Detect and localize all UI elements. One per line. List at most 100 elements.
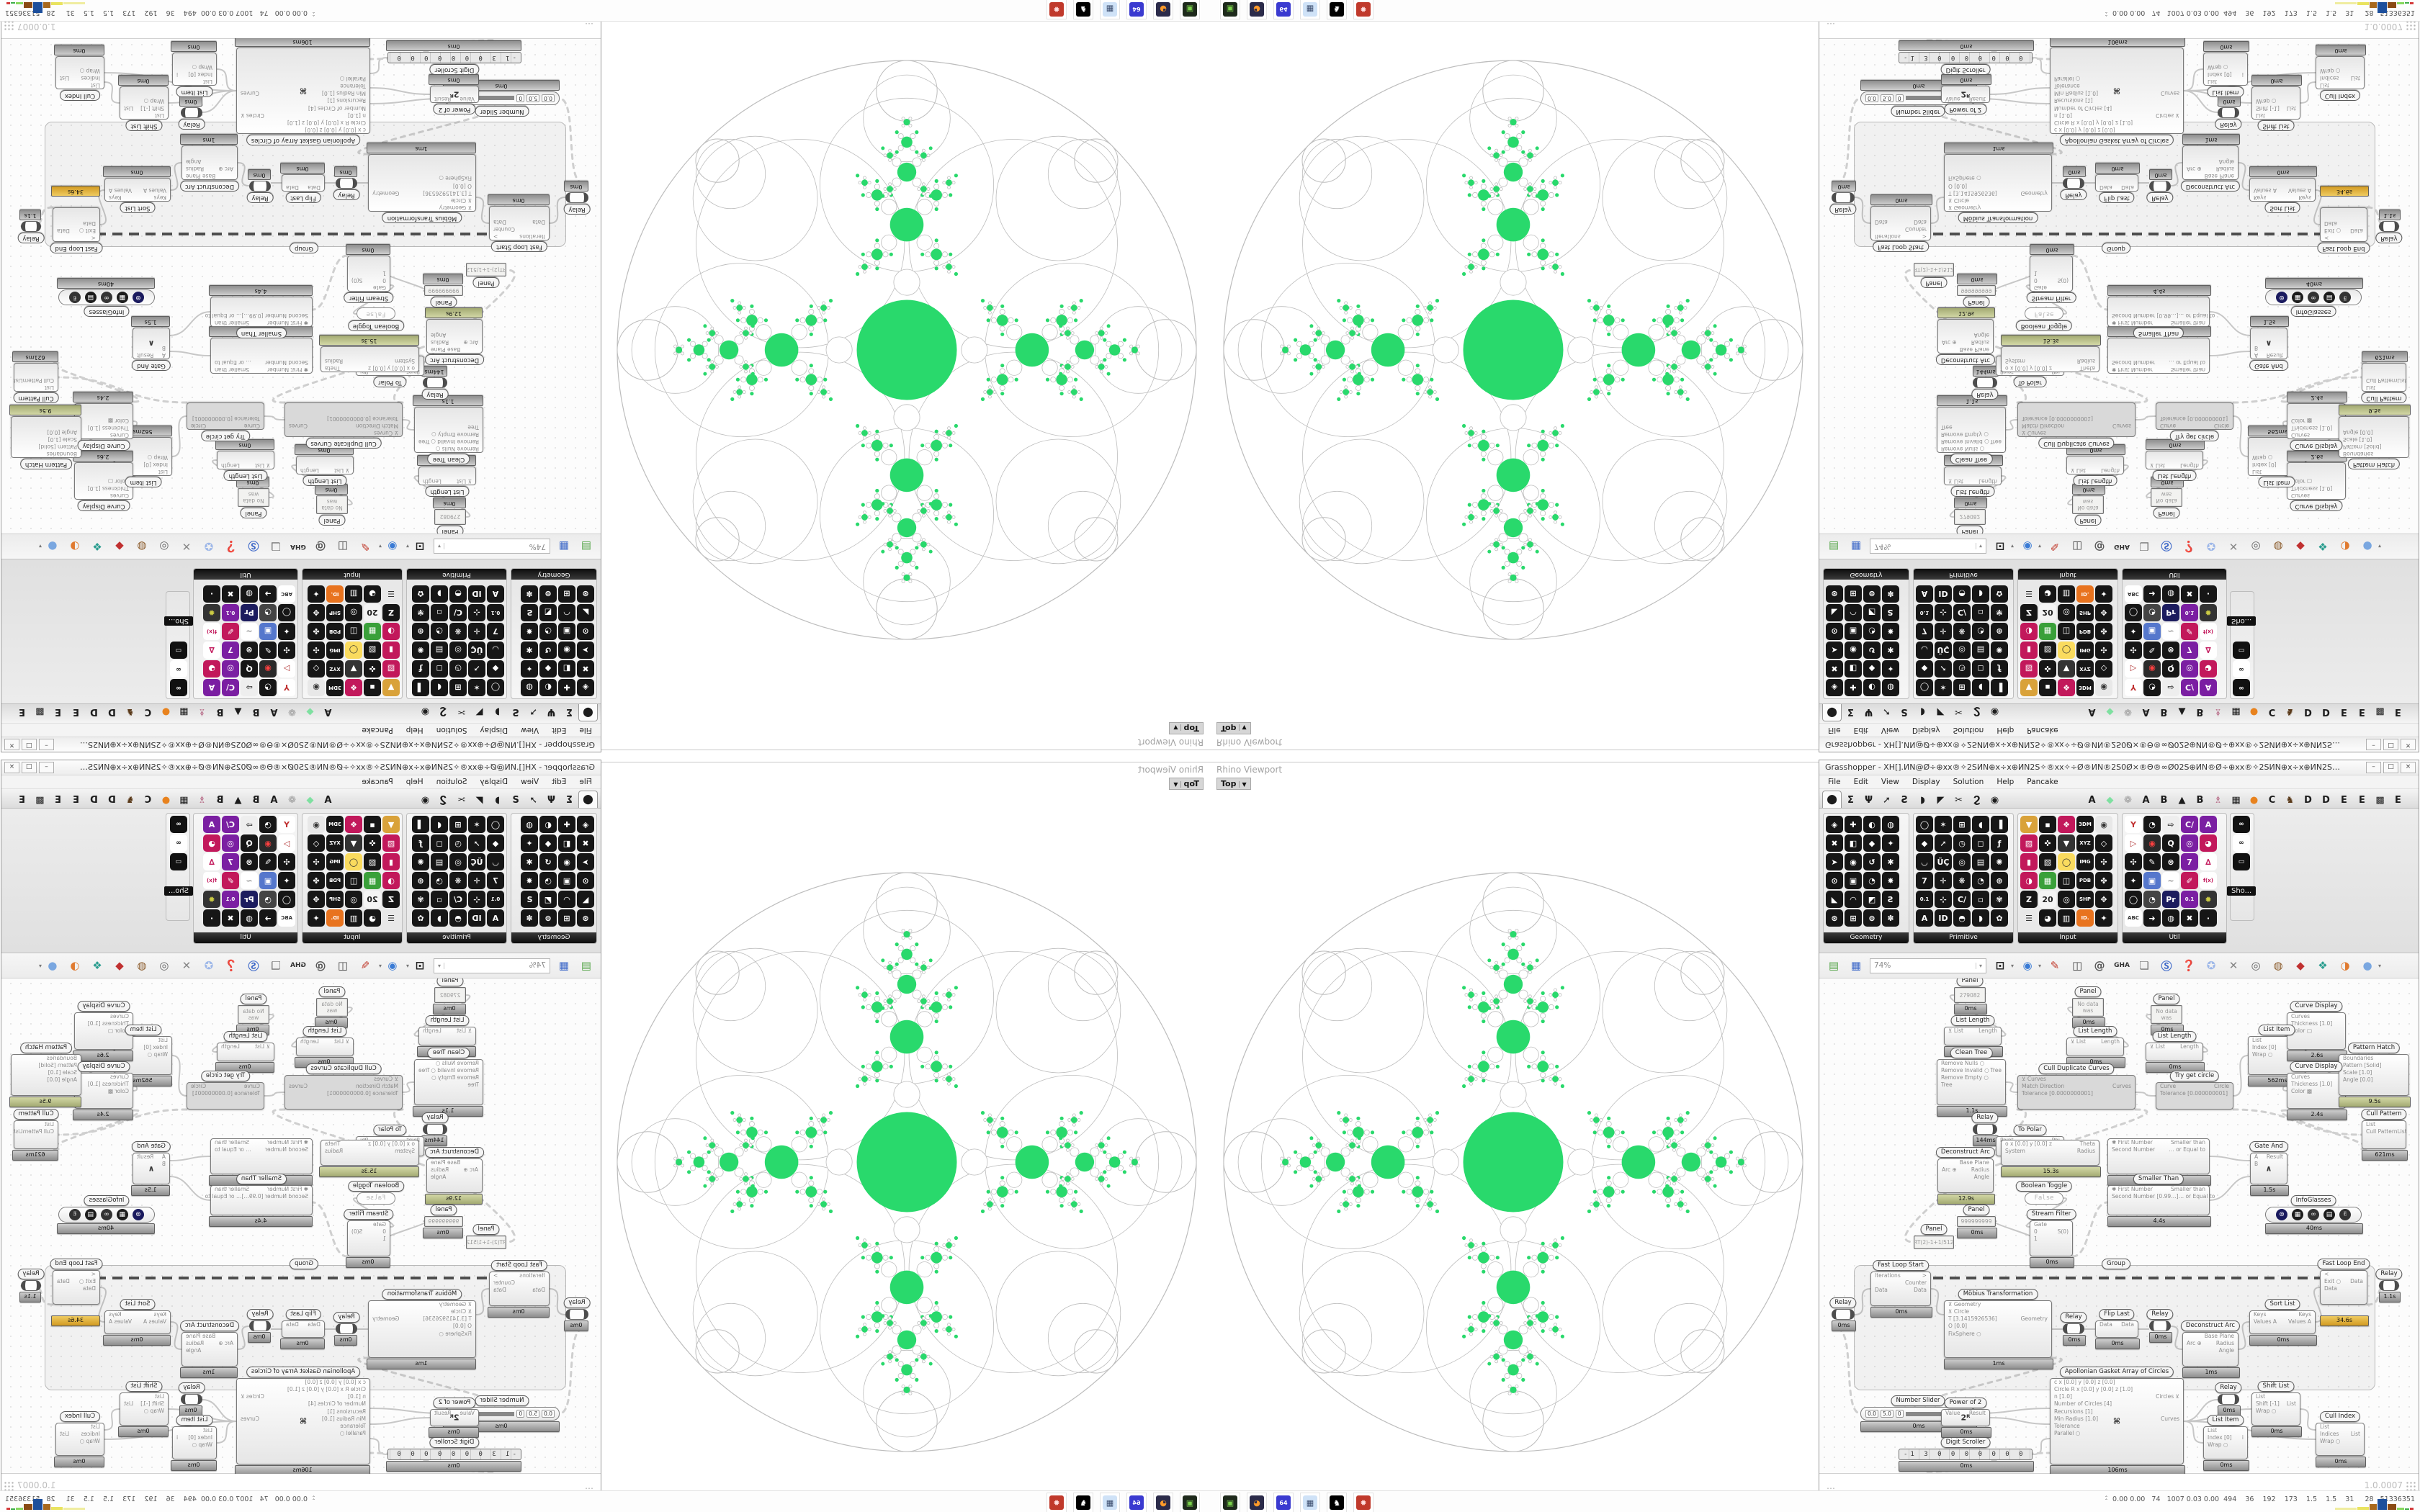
menu-item-view[interactable]: View xyxy=(521,778,539,786)
component-node[interactable]: Value Result 2ᴿ xyxy=(430,1409,479,1426)
chevron-down-icon[interactable]: ▼ xyxy=(1239,781,1247,788)
component-node[interactable]: ⊻ List Length xyxy=(217,451,274,469)
palette-icon[interactable]: ✣ xyxy=(278,853,295,870)
relay-node[interactable] xyxy=(2379,221,2399,232)
input-param[interactable]: ✱ First Number xyxy=(267,366,308,373)
input-param[interactable]: Data xyxy=(308,184,321,191)
output-param[interactable]: Circles ⊻ xyxy=(2156,1393,2179,1400)
input-param[interactable]: Wrap ○ xyxy=(147,1051,168,1058)
output-param[interactable]: Smaller than xyxy=(2171,1139,2205,1146)
palette-icon[interactable]: ✽ xyxy=(1882,585,1899,603)
output-param[interactable]: Tree xyxy=(1990,438,2002,445)
gem-icon[interactable]: ◆ xyxy=(115,540,124,553)
plugin-tab[interactable]: A xyxy=(270,706,278,717)
palette-icon[interactable]: ◯ xyxy=(2058,853,2075,870)
input-param[interactable]: o x [0.0] y [0.0] z xyxy=(2005,365,2052,372)
input-param[interactable]: Tolerance [0.000000001] xyxy=(192,1090,260,1097)
input-param[interactable]: 0 xyxy=(2034,1228,2038,1236)
maximize-button[interactable]: □ xyxy=(2383,739,2398,750)
palette-icon[interactable]: ⊹ xyxy=(468,604,485,621)
component-node[interactable]: ⊻ List Length xyxy=(296,1038,354,1056)
input-param[interactable]: B xyxy=(2254,344,2259,351)
input-param[interactable]: Wrap ○ xyxy=(143,97,164,104)
menu-item-edit[interactable]: Edit xyxy=(1853,726,1868,734)
component-node[interactable]: Curves Thickness [1.0] Color ▩ xyxy=(74,1073,133,1109)
panel-node[interactable]: 279082 xyxy=(434,509,466,525)
palette-icon[interactable]: ▼ xyxy=(345,834,362,852)
viewport-projection-button[interactable]: Top▼ xyxy=(1216,778,1251,790)
output-param[interactable]: Radius xyxy=(325,357,344,364)
palette-icon[interactable]: C/ xyxy=(1953,891,1971,908)
input-param[interactable]: o x [0.0] y [0.0] z xyxy=(2005,1140,2052,1147)
input-param[interactable]: ✱ First Number xyxy=(267,1139,308,1146)
input-param[interactable]: Number of Circles [4] xyxy=(308,104,366,112)
palette-icon[interactable]: ∞ xyxy=(2233,816,2250,833)
input-param[interactable]: List xyxy=(90,1423,100,1430)
palette-icon[interactable]: ✣ xyxy=(2125,642,2142,659)
zoom-level-combo[interactable]: 74% ▾ xyxy=(434,539,550,554)
palette-icon[interactable]: ✥ xyxy=(2095,604,2112,621)
galapagos-dna-icon[interactable]: ✕ xyxy=(2228,959,2238,972)
palette-icon[interactable]: ◷ xyxy=(449,834,467,852)
projector-icon[interactable]: ◫ xyxy=(337,540,349,553)
input-param[interactable]: List xyxy=(2320,82,2330,89)
palette-icon[interactable]: ⊞ xyxy=(449,679,467,696)
component-node[interactable]: Boundaries Pattern [Solid] Scale [1.0] Angl… xyxy=(2339,1054,2409,1096)
input-param[interactable]: Curve xyxy=(243,1083,260,1089)
taskbar-icon-red-badge[interactable]: ✹ xyxy=(1353,1493,1373,1512)
pie-half-icon[interactable]: ◑ xyxy=(2340,540,2350,553)
palette-icon[interactable]: ✣ xyxy=(278,642,295,659)
canvas-menu-dots[interactable]: … xyxy=(585,1481,593,1491)
input-param[interactable]: Remove Invalid ○ xyxy=(1941,1067,1989,1074)
palette-icon[interactable]: ⇨ xyxy=(2162,816,2179,833)
palette-icon[interactable]: ⊙ xyxy=(1826,872,1843,889)
palette-icon[interactable]: ✖ xyxy=(577,834,594,852)
palette-icon[interactable]: ▥ xyxy=(2058,909,2075,927)
plugin-tab[interactable]: ♞ xyxy=(125,795,135,806)
palette-icon[interactable]: ◇ xyxy=(308,834,325,852)
palette-icon[interactable]: ✶ xyxy=(468,679,485,696)
output-param[interactable]: … or Equal to xyxy=(215,359,251,366)
digit-scroller-node[interactable]: -1 3 0 0 0 0 0 0 0 0 0 0 xyxy=(1899,52,2033,63)
input-param[interactable]: n [1.0] xyxy=(348,112,366,119)
panel-node[interactable]: No data was xyxy=(2151,488,2182,507)
palette-icon[interactable]: 7 xyxy=(487,623,504,640)
output-param[interactable]: … or Equal to xyxy=(2178,1193,2215,1200)
chevron-down-icon[interactable]: ▾ xyxy=(438,543,445,550)
palette-icon[interactable]: ◯ xyxy=(487,816,504,833)
galapagos-dna-icon[interactable]: ✕ xyxy=(2228,540,2238,553)
input-param[interactable]: Data xyxy=(2099,184,2112,191)
palette-icon[interactable]: ✤ xyxy=(308,623,325,640)
plugin-tab[interactable]: ▩ xyxy=(35,706,45,717)
palette-icon[interactable]: ◕ xyxy=(2200,660,2217,678)
component-node[interactable]: Keys Keys Values A Values A xyxy=(2249,178,2316,202)
palette-icon[interactable]: ◔ xyxy=(2143,891,2161,908)
palette-icon[interactable]: 0.1 xyxy=(222,604,239,621)
palette-icon[interactable]: ▥ xyxy=(345,909,362,927)
palette-icon[interactable]: ❖ xyxy=(2058,679,2075,696)
component-node[interactable]: ⊻ Curves Match Direction Curves Tolerance [… xyxy=(284,1075,403,1110)
palette-icon[interactable]: ◓ xyxy=(449,909,467,927)
palette-label[interactable]: Geometry xyxy=(1824,569,1909,580)
palette-icon[interactable]: ✸ xyxy=(521,623,538,640)
menu-item-file[interactable]: File xyxy=(579,778,592,786)
menu-item-pancake[interactable]: Pancake xyxy=(2027,726,2058,734)
component-node[interactable]: Curves Thickness [1.0] Color ▩ xyxy=(74,403,133,439)
palette-icon[interactable]: ✱ xyxy=(1882,642,1899,659)
input-param[interactable]: Arc ⊕ xyxy=(1942,338,1957,346)
component-node[interactable]: Curve Circle Tolerance [0.000000001] xyxy=(187,1082,264,1110)
input-param[interactable]: Number of Circles [4] xyxy=(308,1400,366,1408)
search-s-icon[interactable]: Ⓢ xyxy=(2161,959,2172,973)
input-param[interactable]: T [3.1415926536] xyxy=(423,189,472,197)
palette-icon[interactable]: ◖ xyxy=(431,816,448,833)
relay-node[interactable] xyxy=(181,107,202,118)
maximize-button[interactable]: □ xyxy=(22,762,37,773)
component-node[interactable]: Data Data xyxy=(282,1320,325,1338)
palette-icon[interactable]: ▨ xyxy=(382,660,400,678)
palette-icon[interactable]: · xyxy=(2200,585,2217,603)
zoom-extents-icon[interactable]: ⊡ xyxy=(1995,540,2005,553)
input-param[interactable]: Remove Invalid ○ xyxy=(431,1067,479,1074)
remote-at-icon[interactable]: @ xyxy=(315,540,326,553)
output-param[interactable]: Radius xyxy=(1971,1166,1989,1174)
category-tab[interactable]: ⬤ xyxy=(1822,791,1842,808)
